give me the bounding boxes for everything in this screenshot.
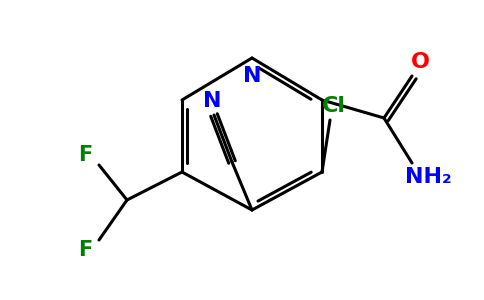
Text: N: N bbox=[243, 66, 261, 86]
Text: N: N bbox=[203, 91, 221, 111]
Text: O: O bbox=[410, 52, 429, 72]
Text: F: F bbox=[78, 145, 92, 165]
Text: F: F bbox=[78, 240, 92, 260]
Text: Cl: Cl bbox=[322, 96, 346, 116]
Text: NH₂: NH₂ bbox=[405, 167, 452, 187]
